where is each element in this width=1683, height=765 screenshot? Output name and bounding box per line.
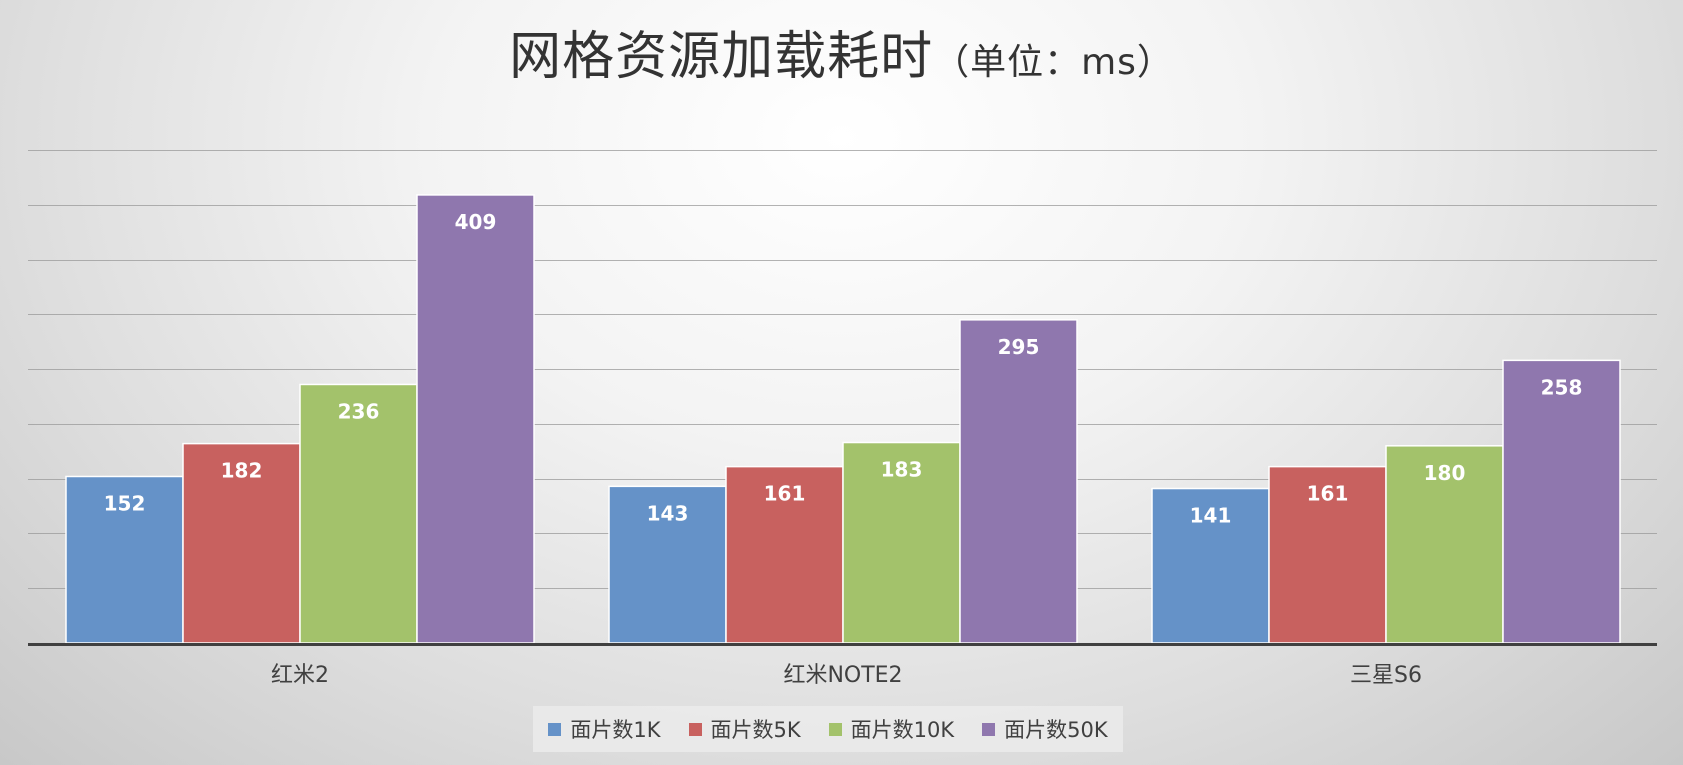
data-label: 141 — [1190, 504, 1232, 528]
data-label: 152 — [104, 491, 146, 515]
legend-item: 面片数50K — [982, 714, 1108, 744]
bar — [842, 441, 961, 644]
legend-swatch — [688, 722, 702, 736]
legend-label: 面片数5K — [710, 718, 801, 742]
bar — [959, 319, 1078, 644]
bar — [1502, 359, 1621, 644]
data-label: 161 — [764, 482, 806, 506]
legend-label: 面片数1K — [570, 718, 661, 742]
data-label: 258 — [1541, 375, 1583, 399]
x-tick-label: 三星S6 — [1350, 663, 1422, 688]
legend-item: 面片数5K — [688, 714, 801, 744]
x-tick-label: 红米NOTE2 — [783, 663, 902, 688]
legend-swatch — [548, 722, 562, 736]
data-label: 183 — [881, 458, 923, 482]
data-label: 295 — [998, 335, 1040, 359]
chart-title: 网格资源加载耗时（单位：ms） — [0, 14, 1683, 89]
bar — [1268, 465, 1387, 644]
legend-swatch — [982, 722, 996, 736]
data-label: 409 — [455, 210, 497, 234]
legend-label: 面片数50K — [1004, 718, 1108, 742]
x-tick-label: 红米2 — [271, 663, 329, 688]
bar — [416, 194, 535, 644]
chart-title-unit: （单位：ms） — [933, 42, 1174, 83]
data-label: 180 — [1424, 461, 1466, 485]
legend-swatch — [828, 722, 842, 736]
bar — [65, 475, 184, 644]
data-label: 143 — [647, 501, 689, 525]
bar — [1151, 487, 1270, 644]
bar — [608, 485, 727, 644]
legend-item: 面片数1K — [548, 714, 661, 744]
data-label: 182 — [221, 459, 263, 483]
legend-item: 面片数10K — [828, 714, 955, 744]
bar — [1385, 445, 1504, 644]
bar — [299, 383, 418, 644]
data-label: 161 — [1307, 482, 1349, 506]
chart-legend: 面片数1K 面片数5K 面片数10K 面片数50K — [533, 706, 1123, 752]
data-label: 236 — [338, 399, 380, 423]
legend-label: 面片数10K — [850, 718, 955, 742]
chart-title-main: 网格资源加载耗时 — [509, 27, 934, 87]
